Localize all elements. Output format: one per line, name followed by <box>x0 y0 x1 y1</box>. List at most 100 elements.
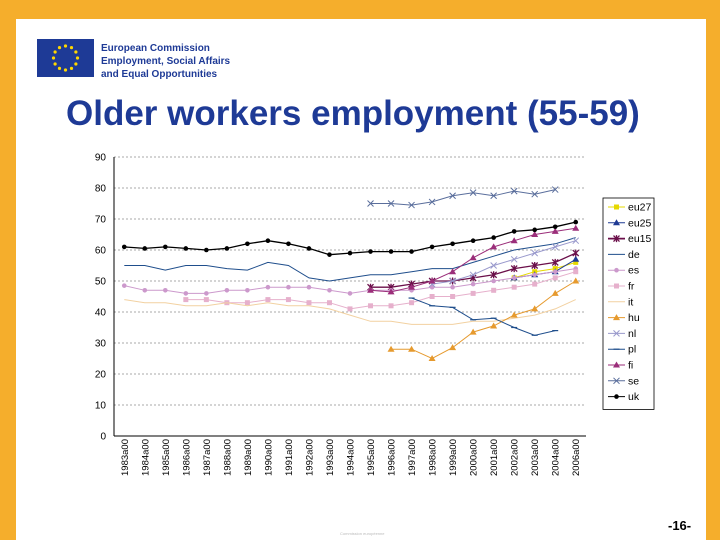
y-tick-label: 90 <box>95 153 107 164</box>
x-tick-label: 1997a00 <box>407 439 418 476</box>
data-point <box>408 201 415 209</box>
data-point <box>388 249 394 254</box>
data-point <box>285 297 291 303</box>
eu-star-icon <box>74 62 78 66</box>
y-tick-label: 0 <box>100 432 106 443</box>
x-tick-label: 2006a00 <box>571 439 582 476</box>
legend-item: eu27 <box>608 202 652 214</box>
y-tick-label: 30 <box>95 339 107 350</box>
data-point <box>510 265 518 273</box>
data-point <box>573 219 579 225</box>
data-point <box>368 249 373 254</box>
y-tick-label: 40 <box>95 308 107 319</box>
legend-label: pl <box>628 344 636 356</box>
data-point <box>347 306 353 312</box>
x-tick-label: 1987a00 <box>202 439 213 476</box>
data-point <box>572 249 580 257</box>
x-tick-label: 1985a00 <box>161 439 172 476</box>
data-point <box>490 262 498 269</box>
data-point <box>368 303 374 309</box>
data-point <box>551 243 559 251</box>
y-tick-label: 70 <box>95 215 107 226</box>
data-point <box>367 286 375 293</box>
data-point <box>470 281 476 287</box>
data-point <box>469 254 477 261</box>
series-it <box>124 299 576 325</box>
data-point <box>121 244 127 250</box>
legend-label: se <box>628 375 639 387</box>
footer-note: Commission européenne <box>340 531 385 536</box>
legend-item: hu <box>608 312 640 324</box>
plot-legend: eu27 eu25 eu15 de es fr it hu nl pl fi se uk <box>602 197 655 410</box>
legend-item: uk <box>608 391 640 403</box>
x-tick-label: 1986a00 <box>181 439 192 476</box>
series-line <box>411 297 556 336</box>
y-tick-label: 50 <box>95 277 107 288</box>
data-point <box>286 241 291 247</box>
data-point <box>142 246 148 251</box>
data-point <box>531 231 539 237</box>
data-point <box>387 345 395 352</box>
data-point <box>531 262 539 269</box>
series-fi <box>367 224 580 295</box>
eu-stars-icon <box>37 39 94 77</box>
data-point <box>429 244 435 250</box>
data-point <box>204 291 209 296</box>
data-point <box>573 269 579 275</box>
data-point <box>491 235 496 240</box>
data-point <box>449 344 457 351</box>
legend-label: eu27 <box>628 202 652 214</box>
eu-star-icon <box>51 56 56 60</box>
series-line <box>124 237 576 282</box>
data-point <box>490 322 498 329</box>
data-point <box>469 328 477 335</box>
legend-label: hu <box>628 312 640 324</box>
legend-item: se <box>608 375 639 387</box>
data-point <box>510 237 518 244</box>
plot-series <box>121 186 580 361</box>
data-point <box>327 288 332 293</box>
eu-star-icon <box>57 66 62 70</box>
x-tick-label: 1993a00 <box>325 439 336 476</box>
data-point <box>387 200 395 207</box>
data-point <box>408 283 416 290</box>
legend-item: fi <box>608 360 633 372</box>
data-point <box>204 247 209 253</box>
org-line-1: European Commission <box>101 43 210 54</box>
legend-item: nl <box>608 328 636 340</box>
data-point <box>203 297 209 303</box>
data-point <box>490 243 498 250</box>
data-point <box>469 189 477 197</box>
series-hu <box>387 277 580 361</box>
data-point <box>573 259 579 265</box>
legend-label: de <box>628 249 640 261</box>
data-point <box>347 291 353 296</box>
data-point <box>409 249 414 254</box>
eu-star-icon <box>69 66 74 70</box>
data-point <box>510 311 518 318</box>
eu-star-icon <box>53 62 57 66</box>
plot-grid <box>114 156 586 406</box>
legend-item: pl <box>608 344 636 356</box>
eu-star-icon <box>63 68 68 72</box>
data-point <box>552 224 558 230</box>
data-point <box>265 238 271 243</box>
data-point <box>429 284 435 290</box>
data-point <box>326 300 332 306</box>
series-line <box>432 240 576 285</box>
x-tick-label: 1984a00 <box>140 439 151 476</box>
y-tick-label: 20 <box>95 370 107 381</box>
data-point <box>142 288 148 293</box>
data-point <box>408 345 416 352</box>
data-point <box>306 246 312 251</box>
eu-star-icon <box>63 44 68 48</box>
x-tick-label: 1995a00 <box>366 439 377 476</box>
eu-star-icon <box>53 50 57 54</box>
y-tick-label: 60 <box>95 246 107 257</box>
data-point <box>511 284 517 290</box>
data-point <box>428 198 436 206</box>
data-point <box>531 249 539 257</box>
org-line-2: Employment, Social Affairs <box>101 56 231 67</box>
data-point <box>367 200 374 207</box>
data-point <box>490 271 498 279</box>
